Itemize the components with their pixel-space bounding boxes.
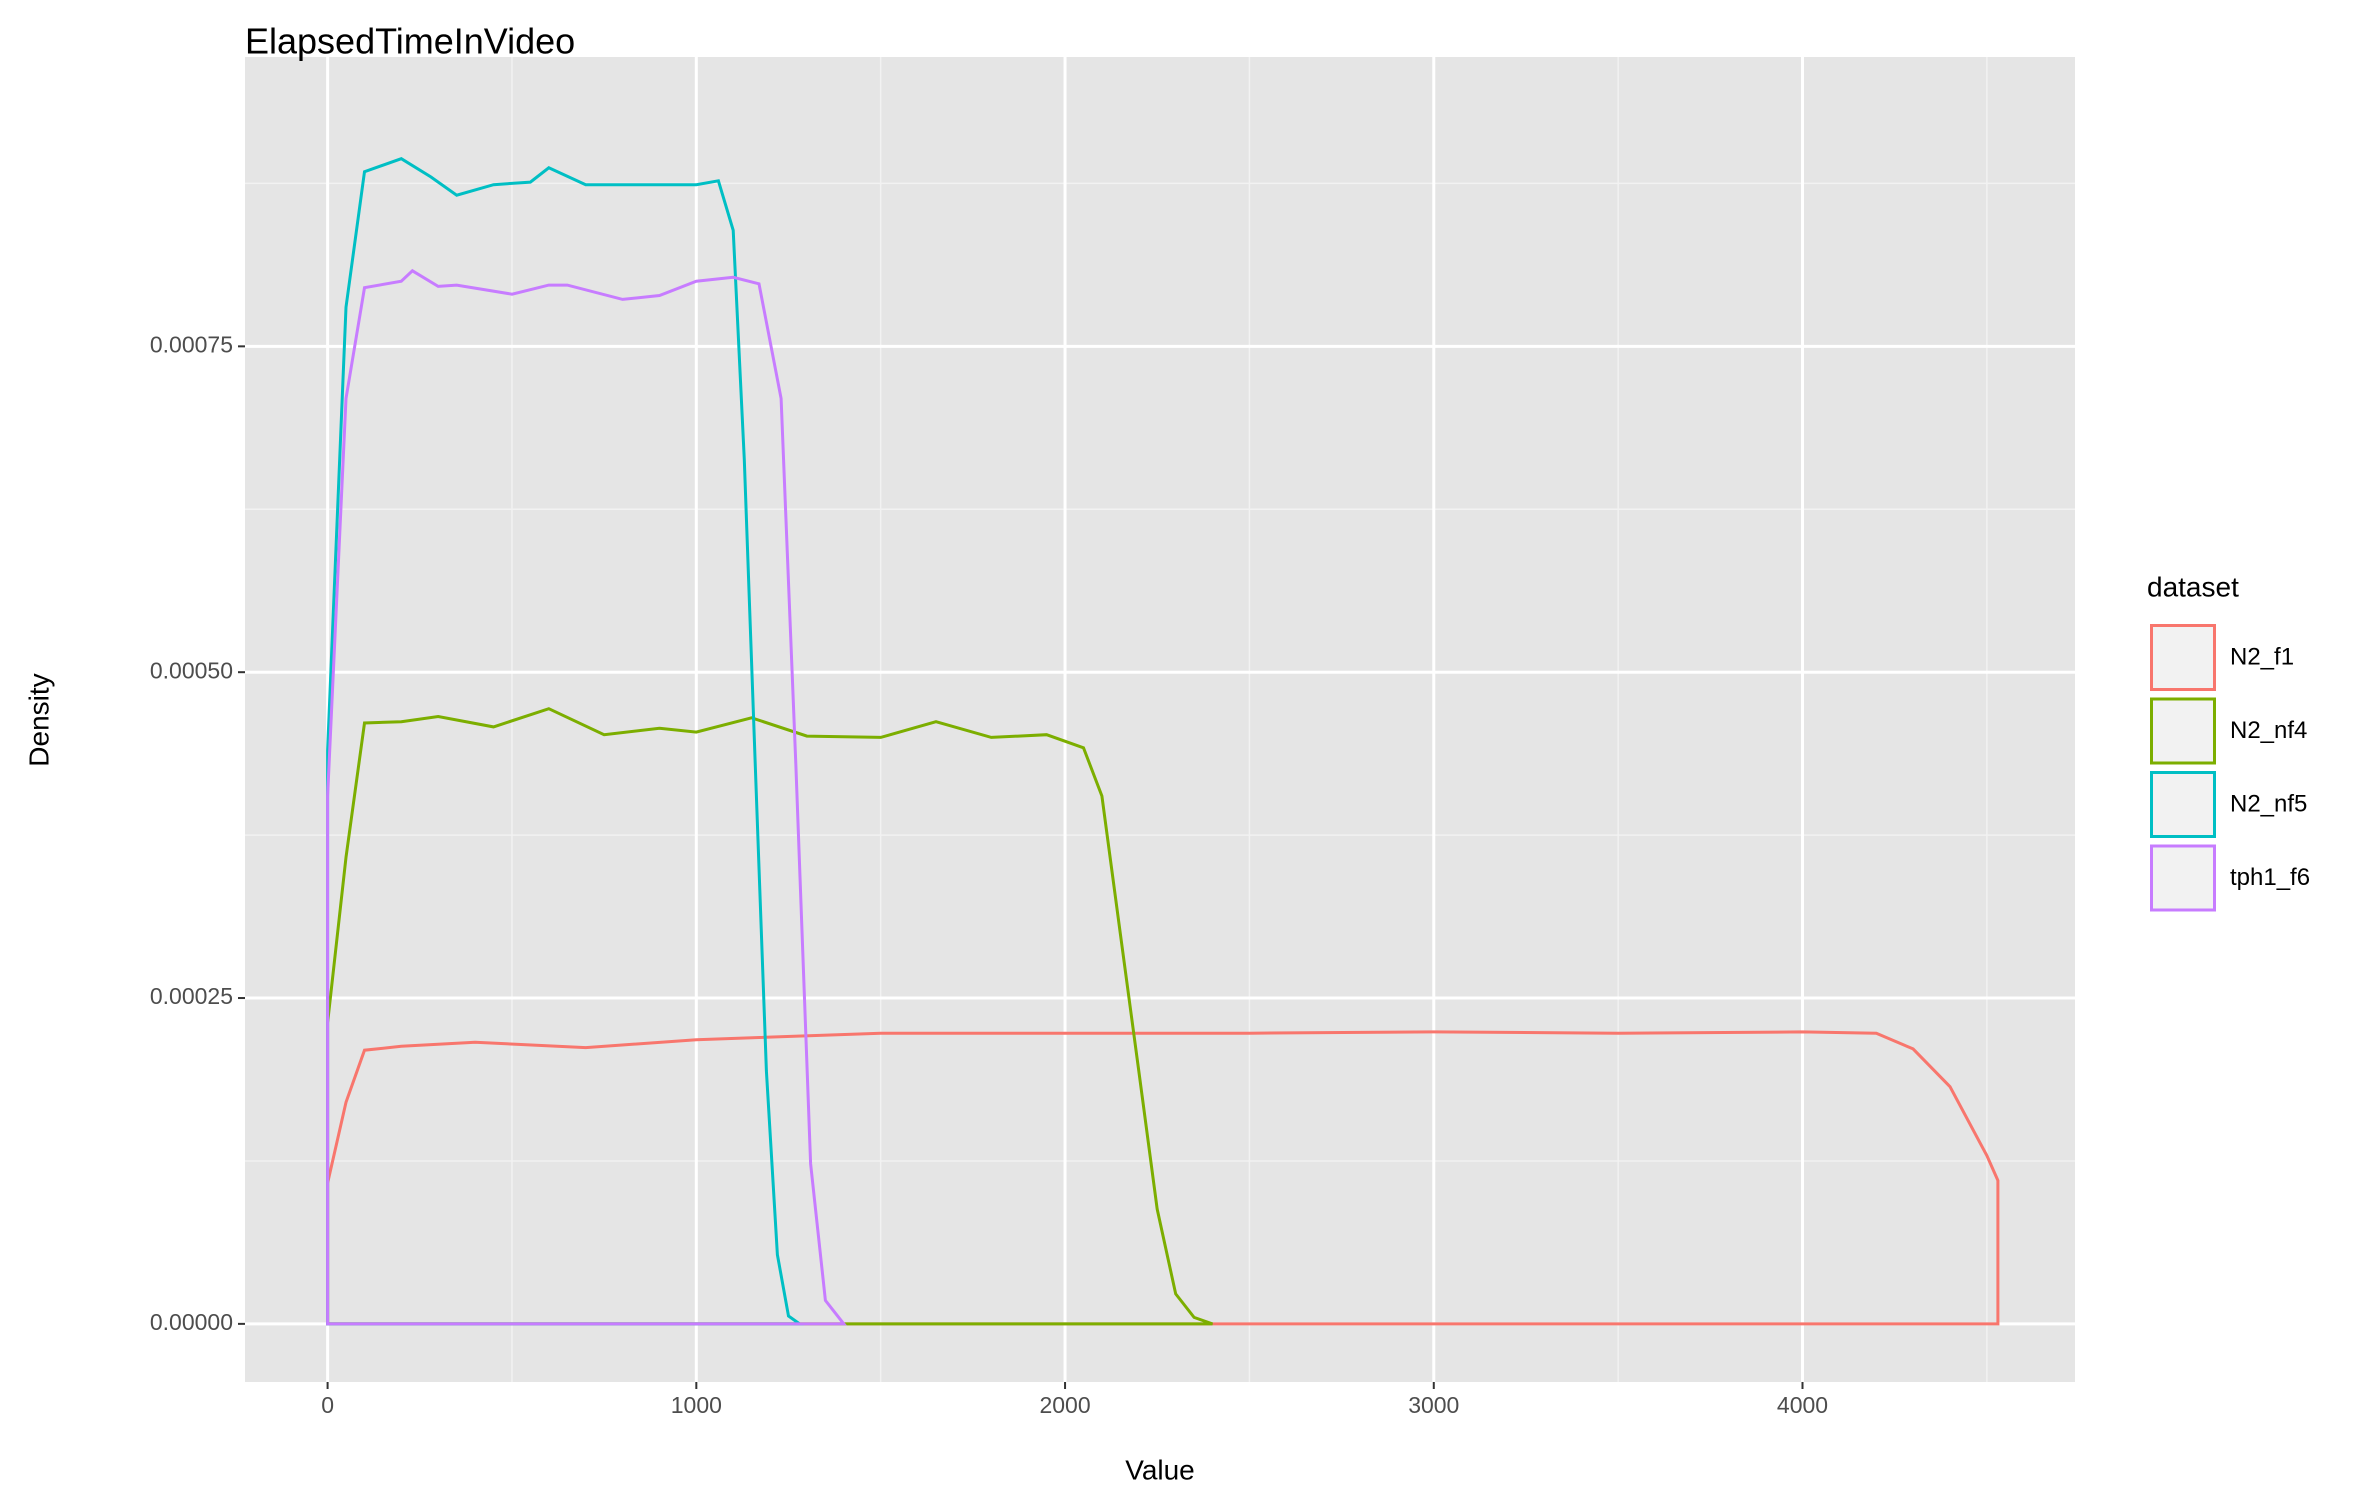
y-tick-label: 0.00075 <box>150 331 233 357</box>
x-tick-label: 1000 <box>671 1392 722 1418</box>
x-tick-label: 3000 <box>1408 1392 1459 1418</box>
legend-key-bg <box>2150 844 2216 912</box>
legend-key <box>2150 771 2216 838</box>
y-tick-label: 0.00050 <box>150 657 233 683</box>
legend-label: N2_f1 <box>2230 643 2294 670</box>
y-tick-label: 0.00025 <box>150 983 233 1009</box>
legend-label: N2_nf4 <box>2230 717 2307 744</box>
density-line <box>326 1030 2000 1326</box>
density-line <box>326 707 1213 1326</box>
legend-label: tph1_f6 <box>2230 864 2310 891</box>
chart-title: ElapsedTimeInVideo <box>245 21 575 62</box>
legend-key <box>2150 844 2216 912</box>
x-axis-title: Value <box>1125 1454 1195 1485</box>
y-tick-label: 0.00000 <box>150 1309 233 1335</box>
legend-key <box>2150 697 2216 765</box>
density-line <box>326 268 847 1326</box>
legend-key-bg <box>2150 771 2216 838</box>
legend-key-bg <box>2150 697 2216 765</box>
x-tick-label: 2000 <box>1039 1392 1090 1418</box>
legend-key <box>2150 624 2216 691</box>
legend-label: N2_nf5 <box>2230 790 2307 817</box>
density-line <box>326 157 805 1326</box>
legend-key-bg <box>2150 624 2216 691</box>
x-tick-label: 0 <box>321 1392 334 1418</box>
y-axis-title: Density <box>23 673 54 766</box>
legend-title: dataset <box>2147 571 2239 602</box>
x-tick-label: 4000 <box>1777 1392 1828 1418</box>
